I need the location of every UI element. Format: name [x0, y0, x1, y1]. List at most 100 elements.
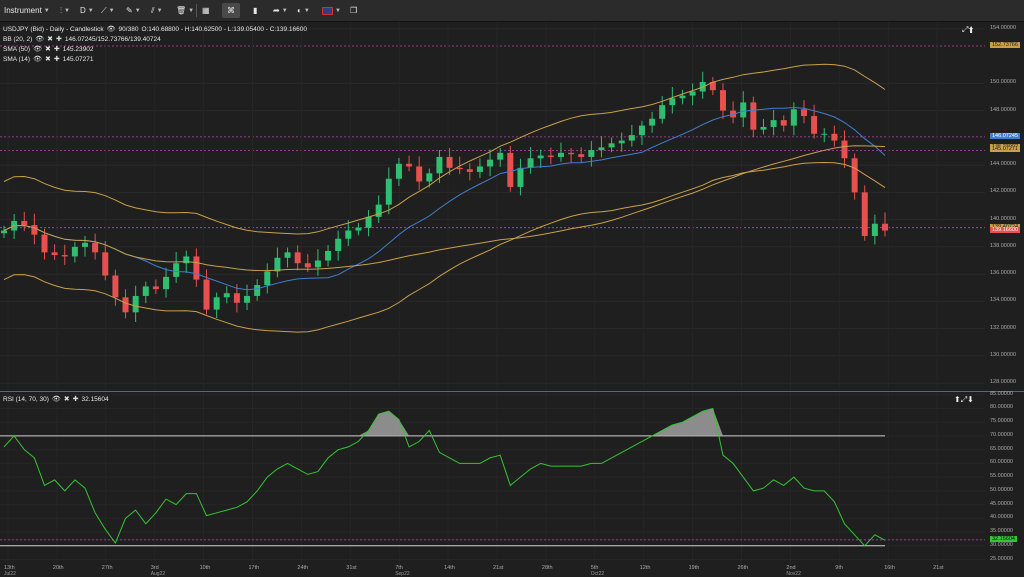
- price-tick-label: 142.00000: [990, 188, 1016, 195]
- rsi-panel[interactable]: RSI (14, 70, 30) 👁 ✖ ✚ 32.15604 ⬆⤢⬇ 85.000…: [0, 391, 1024, 565]
- candle: [851, 158, 858, 193]
- candle: [719, 90, 726, 111]
- share-menu[interactable]: ➦ ▼: [273, 3, 288, 18]
- timeframe-menu[interactable]: D ▼: [80, 3, 94, 18]
- price-tick-label: 139.16600: [990, 226, 1020, 233]
- close-icon[interactable]: ✖: [44, 56, 51, 63]
- eye-icon[interactable]: 👁: [33, 46, 42, 53]
- candle: [31, 225, 38, 235]
- candle: [355, 227, 362, 231]
- candle: [254, 285, 261, 296]
- layout-button[interactable]: ▦: [202, 3, 210, 18]
- price-tick-label: 148.00000: [990, 106, 1016, 113]
- indicators-button[interactable]: ▮: [253, 3, 257, 18]
- trash-icon: 🗑: [176, 6, 187, 15]
- candle: [335, 238, 342, 251]
- date-tick-label: 21st: [493, 565, 504, 571]
- rsi-chart[interactable]: [0, 392, 1024, 565]
- bb-upper-line: [3, 63, 886, 235]
- price-tick-label: 144.00000: [990, 161, 1016, 168]
- price-tick-label: 138.00000: [990, 242, 1016, 249]
- settings-icon[interactable]: ✚: [53, 56, 60, 63]
- candle: [790, 109, 797, 126]
- chart-title-row: USDJPY (Bid) - Daily - Candlestick 👁 90/…: [3, 25, 307, 34]
- price-chart[interactable]: [0, 22, 1024, 390]
- chevron-down-icon: ▼: [281, 7, 288, 14]
- trendline-icon: ⟋: [101, 5, 107, 15]
- settings-icon[interactable]: ✚: [53, 46, 60, 53]
- close-icon[interactable]: ✖: [63, 396, 70, 403]
- candle: [173, 263, 180, 277]
- candle: [487, 159, 494, 167]
- candle: [395, 163, 402, 179]
- candle: [416, 166, 423, 182]
- rsi-tick-label: 50.00000: [990, 486, 1013, 493]
- chart-type-menu[interactable]: ⫶ ▼: [60, 3, 70, 18]
- eye-icon[interactable]: 👁: [35, 36, 45, 43]
- maximize-icon[interactable]: ⤢⬆: [962, 25, 974, 34]
- settings-icon[interactable]: ✚: [72, 396, 79, 403]
- candle: [183, 256, 190, 264]
- rsi-overbought-fill: [621, 408, 734, 436]
- toolbar: Instrument ▼ ⫶ ▼ D ▼ ⟋ ▼ ✎ ▼ ⫽ ▼ 🗑 ▼ ▦ ⌘ ▮ ➦ ▼ ◐…: [0, 0, 1024, 22]
- date-tick-label: 16th: [884, 565, 895, 571]
- eye-icon[interactable]: 👁: [33, 56, 42, 63]
- legend-sma14: SMA (14) 👁 ✖ ✚ 145.07271: [3, 55, 93, 64]
- legend-sma50: SMA (50) 👁 ✖ ✚ 145.23902: [3, 45, 93, 54]
- candle: [294, 252, 301, 264]
- candle: [608, 143, 615, 148]
- eye-icon[interactable]: 👁: [51, 396, 61, 403]
- date-tick-label: 5th: [590, 565, 599, 571]
- rsi-tick-label: 80.00000: [990, 404, 1013, 411]
- candle: [274, 257, 281, 272]
- ruler-tool[interactable]: ✎ ▼: [126, 3, 141, 18]
- price-tick-label: 150.00000: [990, 79, 1016, 86]
- instrument-menu[interactable]: Instrument ▼: [4, 3, 50, 18]
- candle: [659, 105, 666, 119]
- rsi-tick-label: 70.00000: [990, 431, 1013, 438]
- candle: [314, 260, 321, 268]
- rsi-tick-label: 25.00000: [990, 555, 1013, 562]
- candle: [385, 178, 392, 205]
- chevron-down-icon: ▼: [108, 7, 115, 14]
- candle: [811, 116, 818, 134]
- month-tick-label: Nov22: [786, 571, 801, 577]
- sma14-label: SMA (14): [3, 55, 31, 63]
- language-menu[interactable]: ▼: [322, 3, 341, 18]
- delete-tool[interactable]: 🗑 ▼: [176, 3, 194, 18]
- theme-menu[interactable]: ◐ ▼: [297, 3, 310, 18]
- candle: [628, 135, 635, 141]
- rsi-tick-label: 35.00000: [990, 528, 1013, 535]
- uk-flag-icon: [322, 6, 333, 15]
- chart-title: USDJPY (Bid) - Daily - Candlestick: [3, 25, 104, 33]
- settings-icon[interactable]: ✚: [56, 36, 62, 43]
- rsi-value: 32.15604: [81, 395, 109, 403]
- price-tick-label: 128.00000: [990, 379, 1016, 386]
- candle: [537, 155, 544, 159]
- draw-line-tool[interactable]: ⟋ ▼: [101, 3, 115, 18]
- candle: [750, 102, 757, 130]
- panel-controls-icon[interactable]: ⬆⤢⬇: [954, 395, 974, 404]
- candle: [223, 293, 230, 298]
- popout-button[interactable]: ❐: [350, 3, 357, 18]
- rsi-tick-label: 55.00000: [990, 473, 1013, 480]
- bar-chart-icon: ▮: [253, 6, 258, 15]
- candle: [264, 271, 271, 286]
- candle: [426, 173, 433, 182]
- candle: [466, 169, 473, 172]
- candle: [882, 223, 888, 231]
- close-icon[interactable]: ✖: [47, 36, 54, 43]
- fullscreen-button[interactable]: ⌘: [222, 3, 240, 18]
- chevron-down-icon: ▼: [156, 7, 163, 14]
- month-tick-label: Oct22: [590, 571, 605, 577]
- eye-icon[interactable]: 👁: [106, 26, 116, 33]
- candle: [41, 234, 48, 253]
- fib-tool[interactable]: ⫽ ▼: [151, 3, 163, 18]
- close-icon[interactable]: ✖: [44, 46, 51, 53]
- price-panel[interactable]: USDJPY (Bid) - Daily - Candlestick 👁 90/…: [0, 22, 1024, 390]
- candle: [780, 120, 787, 126]
- date-tick-label: 2nd: [786, 565, 796, 571]
- candle: [406, 163, 413, 167]
- candle: [821, 133, 828, 135]
- bb-lower-line: [3, 161, 886, 333]
